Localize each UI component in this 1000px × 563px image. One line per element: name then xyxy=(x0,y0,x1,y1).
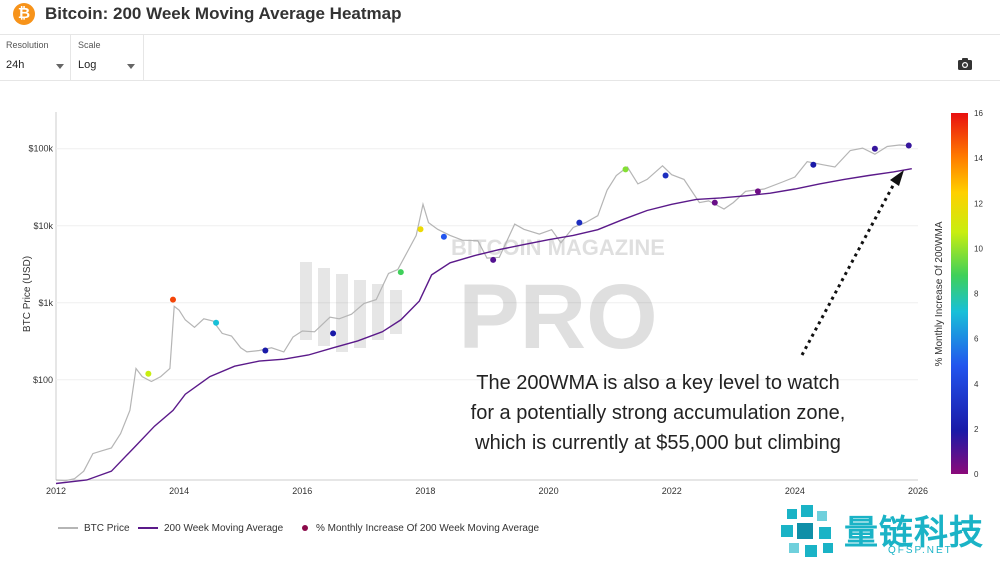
colorbar-tick-label: 0 xyxy=(974,470,979,479)
bitcoin-icon: ₿ xyxy=(13,3,35,25)
resolution-value: 24h xyxy=(6,59,25,71)
x-tick-label: 2020 xyxy=(539,486,559,496)
colorbar-tick-label: 16 xyxy=(974,109,983,118)
legend-item-wma[interactable]: 200 Week Moving Average xyxy=(138,523,283,534)
x-tick-label: 2022 xyxy=(662,486,682,496)
brand-name-cn: 量链科技 xyxy=(844,514,984,552)
x-tick-label: 2018 xyxy=(415,486,435,496)
colorbar-tick-label: 14 xyxy=(974,154,983,163)
colorbar-tick-label: 12 xyxy=(974,199,983,208)
colorbar-tick-label: 4 xyxy=(974,380,979,389)
pct-increase-dot xyxy=(440,233,447,240)
camera-icon[interactable] xyxy=(957,57,973,71)
y-tick-label: $100k xyxy=(28,144,53,154)
x-tick-label: 2024 xyxy=(785,486,805,496)
legend-item-btc-price[interactable]: BTC Price xyxy=(58,523,130,534)
pct-increase-dot xyxy=(330,330,337,337)
pct-increase-dot xyxy=(490,256,497,263)
pct-increase-dot xyxy=(262,347,269,354)
scale-value: Log xyxy=(78,59,97,71)
brand-url: QFSP.NET xyxy=(888,545,953,556)
pct-increase-dot xyxy=(662,172,669,179)
y-axis-label: BTC Price (USD) xyxy=(22,256,33,332)
colorbar xyxy=(951,113,968,474)
qfsp-logo-icon xyxy=(781,505,833,557)
legend-swatch xyxy=(302,525,308,532)
pct-increase-dot xyxy=(576,219,583,226)
annotation-line-1: The 200WMA is also a key level to watch xyxy=(476,372,840,394)
legend-swatch xyxy=(58,527,78,530)
watermark-line2: PRO xyxy=(458,266,657,368)
pct-increase-dot xyxy=(169,296,176,303)
controls-bar: Resolution 24h Scale Log xyxy=(0,35,1000,81)
colorbar-tick-label: 2 xyxy=(974,425,979,434)
arrow-head-icon xyxy=(890,170,904,186)
legend-item-pct-increase[interactable]: % Monthly Increase Of 200 Week Moving Av… xyxy=(302,523,539,534)
annotation-text: The 200WMA is also a key level to watch … xyxy=(404,368,912,458)
resolution-label: Resolution xyxy=(6,40,49,50)
pct-increase-dot xyxy=(397,269,404,276)
annotation-arrow xyxy=(800,179,898,356)
scale-label: Scale xyxy=(78,40,101,50)
annotation-line-2: for a potentially strong accumulation zo… xyxy=(470,402,846,424)
colorbar-tick-label: 6 xyxy=(974,335,979,344)
legend-label: BTC Price xyxy=(84,523,130,534)
page-title: Bitcoin: 200 Week Moving Average Heatmap xyxy=(45,4,402,23)
x-tick-label: 2012 xyxy=(46,486,66,496)
scale-select[interactable]: Scale Log xyxy=(72,35,144,80)
colorbar-label: % Monthly Increase Of 200WMA xyxy=(934,221,945,366)
chevron-down-icon xyxy=(127,64,135,69)
pct-increase-dot xyxy=(622,166,629,173)
pct-increase-dot xyxy=(754,188,761,195)
header: ₿ Bitcoin: 200 Week Moving Average Heatm… xyxy=(0,0,1000,35)
pct-increase-dot xyxy=(810,161,817,168)
legend-label: % Monthly Increase Of 200 Week Moving Av… xyxy=(316,523,540,534)
y-tick-label: $100 xyxy=(33,375,53,385)
annotation-line-3: which is currently at $55,000 but climbi… xyxy=(475,432,841,454)
x-tick-label: 2026 xyxy=(908,486,928,496)
pct-increase-dot xyxy=(871,145,878,152)
colorbar-tick-label: 8 xyxy=(974,290,979,299)
watermark-logo xyxy=(300,262,402,352)
legend-swatch xyxy=(138,527,158,530)
y-tick-label: $10k xyxy=(33,221,53,231)
pct-increase-dot xyxy=(711,199,718,206)
pct-increase-dot xyxy=(905,142,912,149)
pct-increase-dot xyxy=(213,319,220,326)
pct-increase-dot xyxy=(145,370,152,377)
wma-line xyxy=(55,168,912,485)
y-tick-label: $1k xyxy=(38,298,53,308)
x-tick-label: 2014 xyxy=(169,486,189,496)
resolution-select[interactable]: Resolution 24h xyxy=(0,35,71,80)
btc-price-line xyxy=(55,144,909,482)
legend-label: 200 Week Moving Average xyxy=(164,523,284,534)
x-tick-label: 2016 xyxy=(292,486,312,496)
pct-increase-dot xyxy=(417,226,424,233)
colorbar-tick-label: 10 xyxy=(974,244,983,253)
chevron-down-icon xyxy=(56,64,64,69)
